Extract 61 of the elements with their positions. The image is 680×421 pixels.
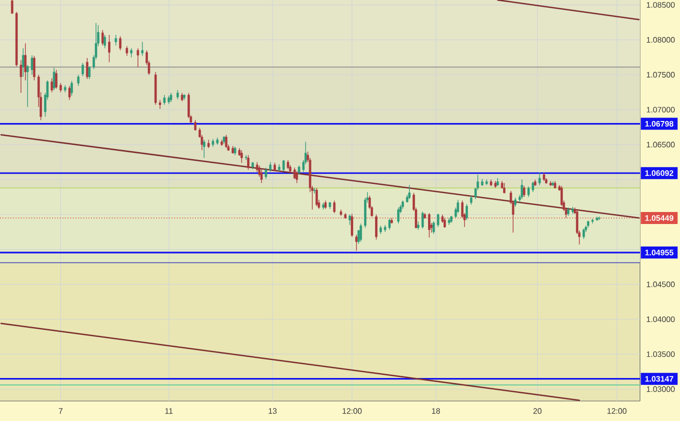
candlestick [375,214,378,240]
candlestick [86,58,88,80]
candlestick [50,78,54,93]
candlestick [520,179,524,200]
candlestick [296,170,298,184]
candlestick [260,169,263,184]
candlestick [244,154,248,160]
candlestick [130,48,132,58]
candlestick [428,212,430,238]
candlestick [60,82,62,93]
candlestick [70,80,73,96]
candlestick [282,160,285,172]
candlestick [55,70,58,90]
candlestick [114,34,118,46]
candlestick [436,213,440,228]
candlestick [82,62,84,76]
candlestick [136,48,140,68]
candlestick [432,221,435,234]
candlestick [316,188,318,206]
candlestick [388,218,391,230]
candlestick [225,134,228,148]
candlestick [126,46,128,56]
candlestick [68,86,71,100]
candlestick [203,139,206,158]
candlestick [350,213,354,238]
candlestick [247,154,250,170]
candlestick [170,92,172,102]
candlestick [333,200,336,214]
candlestick [108,34,110,63]
candlestick [293,167,296,180]
candlestick [101,30,104,46]
candlestick [77,74,80,86]
candlestick [355,234,358,252]
candlestick [470,195,472,206]
candlestick [141,42,144,56]
candlestick [22,48,24,78]
candlestick [33,56,36,81]
candlestick [313,188,316,194]
candlestick [408,184,411,200]
candlestick [466,204,468,220]
candlestick [176,90,179,100]
candlestick [503,182,506,194]
candlestick [538,172,541,186]
candlestick [240,150,243,164]
candlestick [514,197,516,208]
candlestick [397,207,400,224]
candlestick [104,34,106,49]
candlestick [360,223,362,242]
candlestick [582,228,585,240]
candlestick [88,66,91,80]
candlestick [30,54,34,76]
candlestick [264,167,268,180]
candlestick [52,67,56,90]
candlestick [421,211,424,229]
candlestick [348,214,351,226]
candlestick [10,0,14,14]
candlestick [523,185,526,198]
candlestick [286,160,290,170]
candlestick [119,36,122,51]
candlestick [256,162,258,172]
candlestick [163,94,166,106]
